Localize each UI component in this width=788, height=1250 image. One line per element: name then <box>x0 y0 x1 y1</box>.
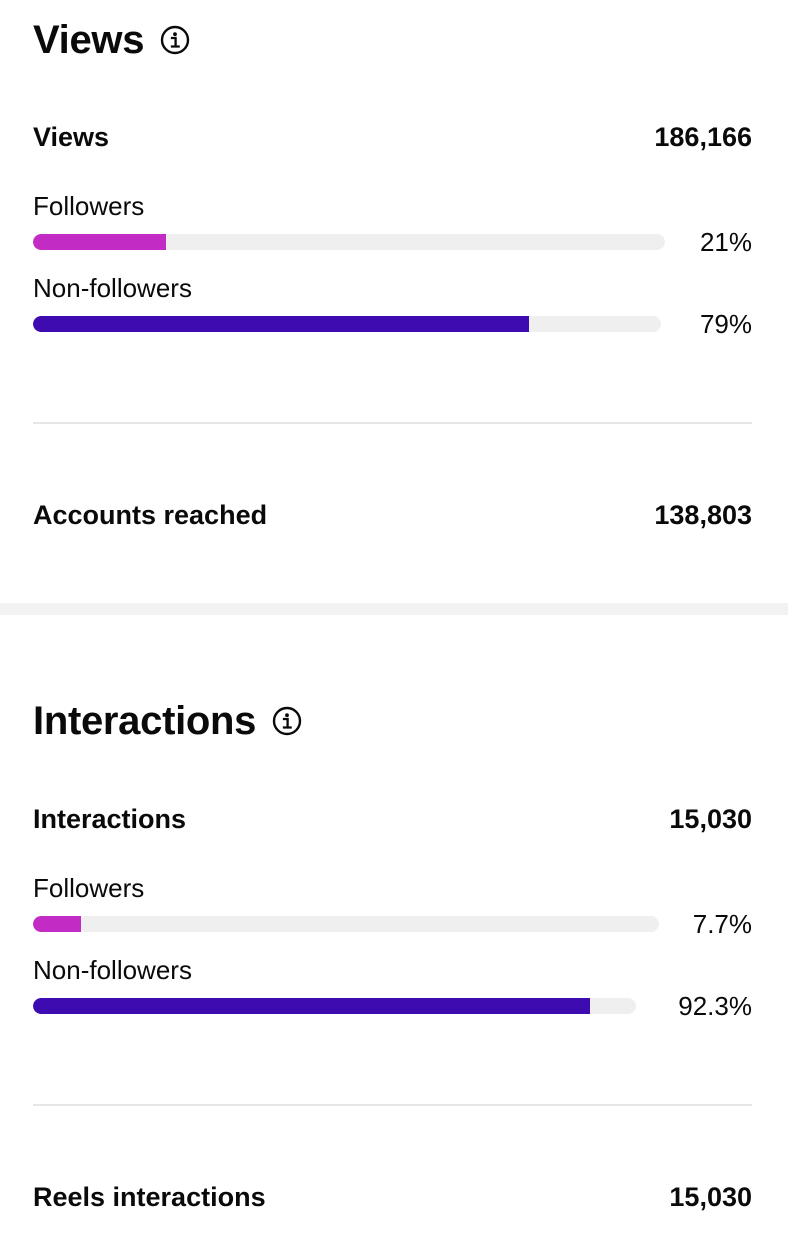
interactions-followers-bar-fill <box>33 916 82 932</box>
info-icon[interactable] <box>272 706 302 736</box>
interactions-title: Interactions <box>33 699 257 743</box>
interactions-total-value: 15,030 <box>669 804 752 834</box>
views-followers-percent: 21% <box>699 227 752 257</box>
info-icon[interactable] <box>160 25 190 55</box>
reels-interactions-label: Reels interactions <box>33 1182 266 1212</box>
views-non-followers-percent: 79% <box>699 309 752 339</box>
interactions-non-followers-percent: 92.3% <box>678 991 752 1021</box>
divider <box>33 422 752 424</box>
interactions-non-followers-bar <box>33 998 636 1014</box>
section-separator <box>0 603 788 615</box>
views-total-label: Views <box>33 122 110 152</box>
views-title-row: Views <box>33 20 190 60</box>
interactions-followers-bar <box>33 916 659 932</box>
interactions-followers-percent: 7.7% <box>692 909 752 939</box>
views-total-value: 186,166 <box>654 122 752 152</box>
interactions-total-row: Interactions 15,030 <box>33 806 752 833</box>
views-followers-label: Followers <box>33 191 145 221</box>
views-section: Views Views 186,166 Followers 21% Non-fo… <box>0 0 788 603</box>
views-followers-bar-fill <box>33 234 166 250</box>
accounts-reached-row[interactable]: Accounts reached 138,803 <box>33 502 752 529</box>
reels-interactions-row[interactable]: Reels interactions 15,030 <box>33 1184 752 1211</box>
views-non-followers-label: Non-followers <box>33 273 192 303</box>
divider <box>33 1104 752 1106</box>
views-followers-bar <box>33 234 665 250</box>
views-total-row: Views 186,166 <box>33 124 752 151</box>
interactions-title-row: Interactions <box>33 701 302 741</box>
reels-interactions-value: 15,030 <box>669 1182 752 1212</box>
views-title: Views <box>33 18 145 62</box>
interactions-non-followers-bar-fill <box>33 998 590 1014</box>
interactions-followers-label: Followers <box>33 873 145 903</box>
interactions-non-followers-label: Non-followers <box>33 955 192 985</box>
accounts-reached-value: 138,803 <box>654 500 752 530</box>
views-non-followers-bar <box>33 316 661 332</box>
interactions-section: Interactions Interactions 15,030 Followe… <box>0 615 788 1250</box>
interactions-total-label: Interactions <box>33 804 187 834</box>
accounts-reached-label: Accounts reached <box>33 500 268 530</box>
views-non-followers-bar-fill <box>33 316 530 332</box>
